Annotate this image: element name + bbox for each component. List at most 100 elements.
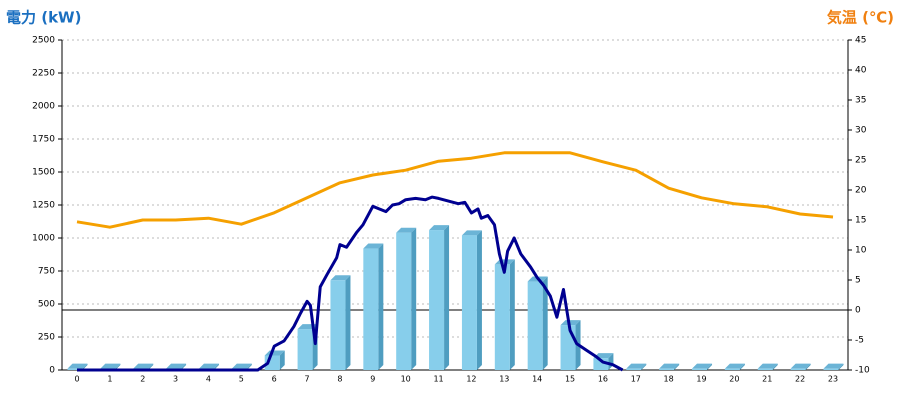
bar — [363, 248, 379, 370]
bar-top — [461, 230, 482, 236]
bar-top — [429, 225, 450, 231]
line — [77, 195, 624, 372]
y2-tick-label: 0 — [855, 306, 861, 316]
bar-top — [198, 363, 219, 369]
y-tick-label: 1250 — [32, 201, 55, 211]
y-tick-label: 0 — [49, 366, 55, 376]
bar-side — [115, 363, 121, 370]
bar-top — [757, 363, 778, 369]
y2-tick-label: 45 — [855, 36, 866, 46]
x-tick-label: 8 — [337, 375, 342, 384]
x-tick-label: 20 — [729, 375, 739, 384]
bar — [593, 358, 609, 370]
bar — [724, 368, 740, 370]
y2-tick-label: 10 — [855, 246, 867, 256]
y-tick-label: 250 — [38, 333, 55, 343]
bar — [330, 280, 346, 370]
y-tick-label: 500 — [38, 300, 55, 310]
bar-side — [838, 363, 844, 370]
bar-top — [823, 363, 844, 369]
bar-side — [707, 363, 713, 370]
bar-side — [279, 350, 285, 370]
bar — [626, 368, 642, 370]
bar-top — [133, 363, 154, 369]
bar-top — [330, 275, 351, 281]
bar — [461, 235, 477, 370]
x-tick-label: 9 — [370, 375, 375, 384]
x-tick-label: 7 — [305, 375, 310, 384]
bar-side — [246, 363, 252, 370]
y2-tick-label: 40 — [855, 66, 867, 76]
bar — [823, 368, 839, 370]
y-tick-label: 750 — [38, 267, 55, 277]
y-tick-label: 1500 — [32, 168, 55, 178]
bar — [692, 368, 708, 370]
y-tick-label: 2000 — [32, 102, 55, 112]
x-tick-label: 2 — [140, 375, 145, 384]
bar-side — [674, 363, 680, 370]
bar-side — [476, 230, 482, 370]
y2-tick-label: 25 — [855, 156, 866, 166]
x-tick-label: 4 — [206, 375, 211, 384]
bar — [790, 368, 806, 370]
bar-top — [100, 363, 121, 369]
x-tick-label: 17 — [631, 375, 641, 384]
bar-side — [542, 276, 548, 370]
x-tick-label: 12 — [466, 375, 476, 384]
x-tick-label: 6 — [272, 375, 277, 384]
x-tick-label: 10 — [401, 375, 411, 384]
bar — [527, 281, 543, 370]
bar-top — [67, 363, 88, 369]
x-tick-label: 16 — [598, 375, 608, 384]
x-tick-label: 3 — [173, 375, 178, 384]
x-tick-label: 23 — [828, 375, 838, 384]
bar-side — [739, 363, 745, 370]
bar-top — [231, 363, 252, 369]
x-tick-label: 5 — [239, 375, 244, 384]
bar-side — [641, 363, 647, 370]
bar-side — [82, 363, 88, 370]
bar — [396, 232, 412, 370]
bar-side — [444, 225, 450, 370]
line — [76, 151, 834, 229]
x-tick-label: 21 — [762, 375, 772, 384]
bar — [560, 325, 576, 370]
bar-top — [790, 363, 811, 369]
bar-side — [772, 363, 778, 370]
y-tick-label: 1000 — [32, 234, 55, 244]
bar — [297, 329, 313, 370]
bar — [67, 368, 83, 370]
y2-tick-label: 30 — [855, 126, 867, 136]
bar-top — [626, 363, 647, 369]
x-tick-label: 22 — [795, 375, 805, 384]
bar-top — [363, 243, 384, 249]
y-tick-label: 1750 — [32, 135, 55, 145]
x-tick-label: 14 — [532, 375, 542, 384]
y2-tick-label: 5 — [855, 276, 861, 286]
y2-tick-label: 20 — [855, 186, 867, 196]
y-tick-label: 2500 — [32, 36, 55, 46]
y-tick-label: 2250 — [32, 69, 55, 79]
bar-top — [166, 363, 187, 369]
bar-side — [805, 363, 811, 370]
bar-top — [659, 363, 680, 369]
x-tick-label: 0 — [74, 375, 79, 384]
bar — [757, 368, 773, 370]
bar — [429, 230, 445, 370]
y2-tick-label: -10 — [855, 366, 870, 376]
x-tick-label: 1 — [107, 375, 112, 384]
bar-top — [396, 227, 417, 233]
bar-side — [213, 363, 219, 370]
bar-side — [345, 275, 351, 370]
bar-side — [411, 227, 417, 370]
bar — [494, 264, 510, 370]
bar-side — [378, 243, 384, 370]
bar-top — [560, 320, 581, 326]
bar-side — [148, 363, 154, 370]
bar-top — [692, 363, 713, 369]
x-tick-label: 18 — [664, 375, 674, 384]
bar-side — [181, 363, 187, 370]
y2-tick-label: 35 — [855, 96, 866, 106]
x-tick-label: 13 — [499, 375, 509, 384]
